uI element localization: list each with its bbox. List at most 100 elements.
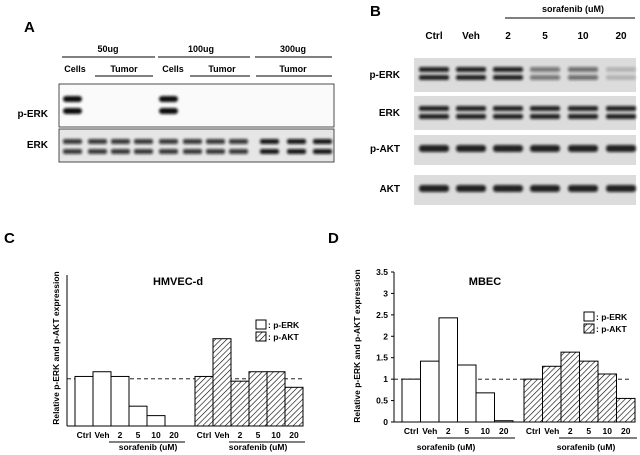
row-label-erk-b: ERK bbox=[379, 108, 401, 119]
legend-perk-hmvec: : p-ERK bbox=[268, 320, 300, 330]
bar-open bbox=[475, 392, 495, 423]
band-a-erk-upper bbox=[287, 139, 306, 144]
bar-hatched bbox=[230, 380, 250, 427]
row-label-perk-a: p-ERK bbox=[17, 109, 48, 120]
band-b-pakt bbox=[606, 145, 636, 152]
y-tick-label: 1 bbox=[383, 374, 388, 384]
category-label: 5 bbox=[464, 426, 469, 436]
band-b-perk-lower bbox=[530, 75, 560, 80]
category-label: 2 bbox=[238, 430, 243, 440]
bar-hatched bbox=[542, 365, 562, 423]
band-b-perk-upper bbox=[493, 67, 523, 72]
band-a-erk-upper bbox=[229, 139, 248, 144]
blot-b-erk-strip bbox=[414, 96, 636, 130]
band-b-pakt bbox=[493, 145, 523, 152]
y-tick-label: 0 bbox=[383, 417, 388, 427]
band-a-erk-lower bbox=[134, 149, 153, 154]
lane-label-b: Veh bbox=[462, 31, 480, 42]
legend-swatch-hatched bbox=[583, 323, 595, 334]
y-tick-label: 2 bbox=[383, 331, 388, 341]
bar-hatched bbox=[579, 360, 599, 423]
y-tick-label: 3.5 bbox=[376, 267, 388, 277]
band-b-perk-lower bbox=[568, 75, 598, 80]
band-a-erk-lower bbox=[111, 149, 130, 154]
bar-open bbox=[146, 415, 166, 427]
category-label: 10 bbox=[151, 430, 161, 440]
blot-a: 50ug 100ug 300ug Cells Tumor Cells Tumor… bbox=[17, 44, 335, 163]
legend-swatch-open bbox=[255, 319, 267, 330]
panel-letter-a: A bbox=[24, 19, 35, 36]
band-a-erk-lower bbox=[229, 149, 248, 154]
band-b-erk-upper bbox=[530, 106, 560, 111]
row-label-pakt-b: p-AKT bbox=[370, 144, 400, 155]
bar-open bbox=[494, 420, 514, 423]
category-label: 5 bbox=[256, 430, 261, 440]
band-a-erk-lower bbox=[206, 149, 225, 154]
category-label: Ctrl bbox=[526, 426, 541, 436]
band-b-akt bbox=[493, 185, 523, 192]
band-a-perk-upper bbox=[63, 96, 82, 102]
band-b-perk-upper bbox=[606, 67, 636, 72]
category-label: 10 bbox=[481, 426, 491, 436]
legend-pakt-mbec: : p-AKT bbox=[596, 324, 627, 334]
band-a-erk-upper bbox=[88, 139, 107, 144]
sorafenib-header-b: sorafenib (uM) bbox=[542, 4, 604, 14]
band-b-perk-upper bbox=[568, 67, 598, 72]
sub-label-tumor-1: Tumor bbox=[110, 64, 138, 74]
category-label: 20 bbox=[169, 430, 179, 440]
group-label-100: 100ug bbox=[188, 44, 214, 54]
band-b-erk-upper bbox=[568, 106, 598, 111]
panel-letter-c: C bbox=[4, 230, 15, 247]
band-a-erk-upper bbox=[111, 139, 130, 144]
row-label-akt-b: AKT bbox=[379, 184, 400, 195]
category-label: 20 bbox=[499, 426, 509, 436]
blot-b-akt-strip bbox=[414, 175, 636, 205]
bar-hatched bbox=[560, 351, 580, 423]
sub-label-cells-2: Cells bbox=[162, 64, 184, 74]
lane-label-b: 10 bbox=[577, 31, 589, 42]
band-b-akt bbox=[419, 185, 449, 192]
blot-b-pakt-strip bbox=[414, 135, 636, 165]
band-b-perk-lower bbox=[456, 75, 486, 80]
y-tick-label: 0.5 bbox=[376, 396, 388, 406]
band-b-erk-lower bbox=[419, 114, 449, 119]
band-b-erk-upper bbox=[419, 106, 449, 111]
band-b-akt bbox=[568, 185, 598, 192]
band-a-erk-lower bbox=[88, 149, 107, 154]
band-b-perk-upper bbox=[419, 67, 449, 72]
band-a-erk-lower bbox=[159, 149, 178, 154]
band-a-erk-upper bbox=[206, 139, 225, 144]
bar-hatched bbox=[212, 338, 232, 427]
band-b-erk-upper bbox=[606, 106, 636, 111]
band-a-erk-upper bbox=[134, 139, 153, 144]
bar-hatched bbox=[597, 373, 617, 423]
legend-perk-mbec: : p-ERK bbox=[596, 312, 628, 322]
category-label: Veh bbox=[422, 426, 437, 436]
legend-pakt-hmvec: : p-AKT bbox=[268, 332, 299, 342]
category-label: 10 bbox=[603, 426, 613, 436]
sub-label-cells-1: Cells bbox=[64, 64, 86, 74]
bar-open bbox=[457, 364, 477, 423]
xlabel-left-mbec: sorafenib (uM) bbox=[417, 442, 476, 452]
chart-hmvec: HMVEC-d Relative p-ERK and p-AKT express… bbox=[51, 271, 305, 452]
lane-label-b: 5 bbox=[542, 31, 548, 42]
band-b-erk-upper bbox=[456, 106, 486, 111]
band-a-erk-upper bbox=[159, 139, 178, 144]
band-b-erk-lower bbox=[530, 114, 560, 119]
chart-title-mbec: MBEC bbox=[469, 276, 501, 288]
blot-b: sorafenib (uM) Ctrl Veh 2 5 10 20 p-ERK ERK p… bbox=[369, 4, 636, 205]
category-label: 2 bbox=[118, 430, 123, 440]
band-a-erk-lower bbox=[183, 149, 202, 154]
bar-hatched bbox=[248, 371, 268, 427]
band-a-perk-upper bbox=[159, 96, 178, 102]
bar-hatched bbox=[266, 371, 286, 427]
legend-swatch-hatched bbox=[255, 331, 267, 342]
chart-title-hmvec: HMVEC-d bbox=[153, 276, 203, 288]
band-a-erk-lower bbox=[313, 149, 332, 154]
ylabel-mbec: Relative p-ERK and p-AKT expression bbox=[352, 269, 362, 423]
category-label: Ctrl bbox=[197, 430, 212, 440]
bar-open bbox=[128, 405, 148, 427]
band-a-perk-lower bbox=[159, 108, 178, 114]
group-label-300: 300ug bbox=[280, 44, 306, 54]
